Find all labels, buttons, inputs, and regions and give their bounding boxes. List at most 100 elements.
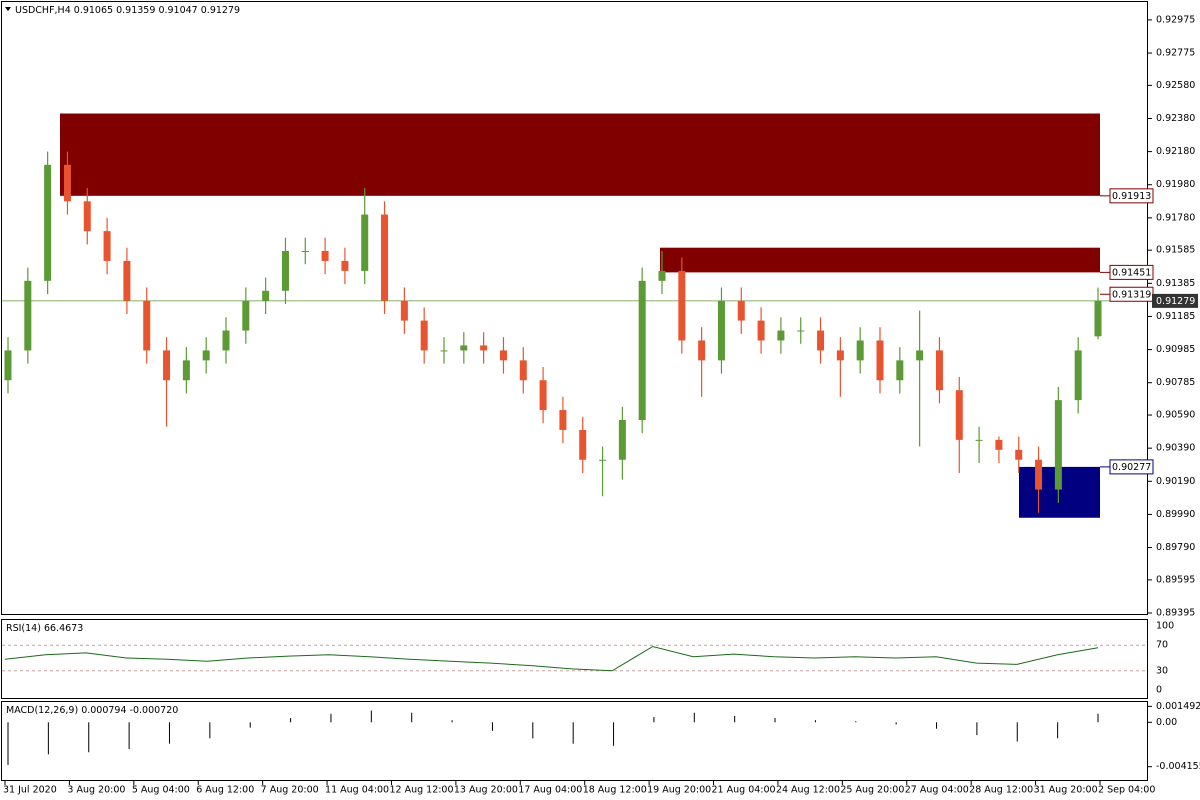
rsi-panel xyxy=(1,619,1148,699)
candle-body xyxy=(321,251,329,261)
candle-body xyxy=(579,429,587,460)
x-tick-label: 18 Aug 12:00 xyxy=(583,785,647,796)
rsi-tick-label: 30 xyxy=(1156,665,1168,676)
macd-label: MACD(12,26,9) xyxy=(6,705,78,716)
y-tick-label: 0.90390 xyxy=(1156,443,1195,454)
candle-body xyxy=(519,360,527,381)
x-tick-label: 2 Sep 04:00 xyxy=(1098,785,1155,796)
x-tick-label: 6 Aug 12:00 xyxy=(196,785,254,796)
candle-body xyxy=(935,350,943,391)
candle-body xyxy=(717,300,725,361)
level-box xyxy=(1109,459,1154,475)
candle-body xyxy=(836,350,844,361)
macd-panel xyxy=(1,701,1148,781)
candle-body xyxy=(856,340,864,361)
candle-body xyxy=(757,320,765,341)
candle-body xyxy=(182,360,190,381)
level-label: 0.91451 xyxy=(1112,267,1151,278)
candle-body xyxy=(163,350,171,381)
candle-body xyxy=(103,231,111,261)
y-tick-label: 0.92380 xyxy=(1156,113,1195,124)
x-tick-label: 21 Aug 04:00 xyxy=(712,785,776,796)
candle-body xyxy=(301,251,309,253)
candle-body xyxy=(420,320,428,351)
symbol: USDCHF,H4 xyxy=(15,5,71,16)
candle-body xyxy=(341,260,349,271)
rsi-header: RSI(14) 66.4673 xyxy=(6,623,83,634)
candle-body xyxy=(737,300,745,321)
x-tick-label: 12 Aug 12:00 xyxy=(389,785,453,796)
x-tick-label: 25 Aug 20:00 xyxy=(840,785,904,796)
candle-body xyxy=(480,345,488,351)
rsi-label: RSI(14) xyxy=(6,623,41,634)
level-box xyxy=(1109,188,1154,204)
candle-body xyxy=(955,390,963,440)
y-tick-label: 0.90190 xyxy=(1156,476,1195,487)
y-tick-label: 0.91385 xyxy=(1156,278,1195,289)
y-tick-label: 0.91780 xyxy=(1156,212,1195,223)
level-box xyxy=(1109,264,1154,280)
rsi-tick-label: 0 xyxy=(1156,685,1162,696)
candle-body xyxy=(4,350,12,381)
x-tick-label: 5 Aug 04:00 xyxy=(132,785,190,796)
rsi-line xyxy=(4,645,1099,672)
candle-body xyxy=(797,330,805,332)
y-tick-label: 0.90785 xyxy=(1156,377,1195,388)
macd-tick-label: 0.001492 xyxy=(1156,701,1200,712)
candle-body xyxy=(678,270,686,341)
x-tick-label: 28 Aug 12:00 xyxy=(969,785,1033,796)
y-tick-label: 0.89395 xyxy=(1156,608,1195,619)
y-tick-label: 0.92775 xyxy=(1156,48,1195,59)
x-tick-label: 27 Aug 04:00 xyxy=(905,785,969,796)
y-tick-label: 0.92180 xyxy=(1156,146,1195,157)
candle-body xyxy=(658,270,666,281)
chart-header: USDCHF,H4 0.91065 0.91359 0.91047 0.9127… xyxy=(15,5,240,16)
candle-body xyxy=(817,330,825,351)
ohlc: 0.91279 xyxy=(201,5,240,16)
x-tick-label: 17 Aug 04:00 xyxy=(518,785,582,796)
y-tick-label: 0.92580 xyxy=(1156,80,1195,91)
candle-body xyxy=(539,380,547,411)
x-tick-label: 3 Aug 20:00 xyxy=(67,785,125,796)
candle-body xyxy=(242,300,250,331)
rsi-value: 66.4673 xyxy=(44,623,83,634)
rsi-tick-label: 100 xyxy=(1156,621,1174,632)
candle-body xyxy=(876,340,884,381)
zone xyxy=(60,113,1100,196)
ohlc: 0.91065 xyxy=(74,5,113,16)
candle-body xyxy=(599,459,607,461)
candle-body xyxy=(1074,350,1082,401)
candle-body xyxy=(460,345,468,351)
level-label: 0.91319 xyxy=(1112,289,1151,300)
menu-arrow xyxy=(5,7,11,11)
x-tick-label: 19 Aug 20:00 xyxy=(647,785,711,796)
candle-body xyxy=(381,214,389,301)
main-panel xyxy=(1,1,1148,615)
x-tick-label: 13 Aug 20:00 xyxy=(454,785,518,796)
level-label: 0.90277 xyxy=(1112,462,1151,473)
y-tick-label: 0.90985 xyxy=(1156,344,1195,355)
candle-body xyxy=(559,410,567,430)
macd-header: MACD(12,26,9) 0.000794 -0.000720 xyxy=(6,705,178,716)
macd-tick-label: -0.004155 xyxy=(1156,761,1200,772)
candle-body xyxy=(698,340,706,361)
y-tick-label: 0.92975 xyxy=(1156,14,1195,25)
y-tick-label: 0.89790 xyxy=(1156,542,1195,553)
y-tick-label: 0.89990 xyxy=(1156,509,1195,520)
y-tick-label: 0.89595 xyxy=(1156,574,1195,585)
macd-tick-label: 0.00 xyxy=(1156,717,1177,728)
candle-body xyxy=(202,350,210,361)
y-tick-label: 0.91980 xyxy=(1156,179,1195,190)
candle-body xyxy=(1015,449,1023,460)
candle-body xyxy=(896,360,904,381)
candle-body xyxy=(400,300,408,321)
candle-body xyxy=(123,260,131,301)
candle-body xyxy=(916,350,924,361)
candle-body xyxy=(1054,400,1062,490)
candle-body xyxy=(440,350,448,352)
y-tick-label: 0.91585 xyxy=(1156,245,1195,256)
macd-main: 0.000794 xyxy=(81,705,126,716)
current-price-label: 0.91279 xyxy=(1156,296,1195,307)
ohlc: 0.91359 xyxy=(116,5,155,16)
candle-body xyxy=(222,330,230,351)
